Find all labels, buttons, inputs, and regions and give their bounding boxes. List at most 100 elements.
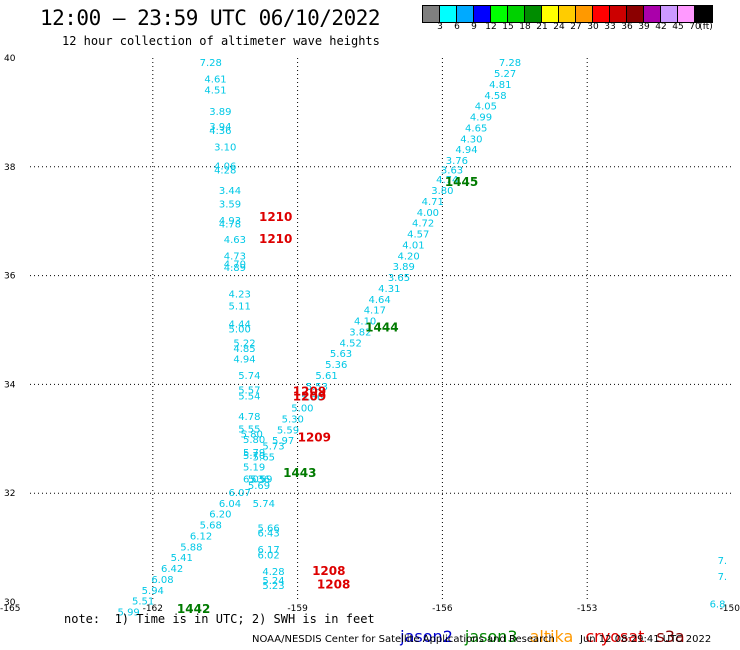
color-swatch bbox=[559, 6, 576, 22]
wave-height-value: 4.65 bbox=[465, 123, 487, 134]
color-scale-label: 70 bbox=[689, 22, 701, 32]
color-scale-label: 15 bbox=[502, 22, 514, 32]
wave-height-value: 5.61 bbox=[315, 371, 337, 382]
wave-height-value: 4.72 bbox=[412, 219, 434, 230]
wave-height-value: 5.11 bbox=[229, 301, 251, 312]
color-swatch bbox=[423, 6, 440, 22]
wave-height-value: 5.51 bbox=[132, 597, 154, 608]
color-scale-label: (ft) bbox=[699, 22, 713, 32]
wave-height-value: 5.55 bbox=[238, 424, 260, 435]
axis-tick-labels: 40 38 36 34 32 30-165 -162 -159 -156 -153 -150 bbox=[0, 54, 740, 614]
color-scale-label: 3 bbox=[437, 22, 443, 32]
wave-height-value: 5.41 bbox=[171, 553, 193, 564]
wave-height-value: 4.52 bbox=[340, 338, 362, 349]
wave-height-value: 5.30 bbox=[282, 414, 304, 425]
wave-height-value: 4.58 bbox=[484, 91, 506, 102]
wave-height-value: 4.36 bbox=[209, 126, 231, 137]
wave-height-value: 4.20 bbox=[397, 251, 419, 262]
pass-time-label: 1210 bbox=[259, 210, 292, 224]
wave-height-value: 4.00 bbox=[417, 208, 439, 219]
pass-time-label: 1443 bbox=[283, 466, 316, 480]
legend-cryosat: cryosat bbox=[585, 627, 645, 646]
wave-height-value: 4.28 bbox=[262, 567, 284, 578]
wave-height-value: 6.17 bbox=[258, 545, 280, 556]
wave-height-value: 5.36 bbox=[325, 360, 347, 371]
generated-timestamp: Jun 12 08:29:41 UTC 2022 bbox=[580, 634, 712, 645]
wave-height-value: 4.64 bbox=[369, 295, 391, 306]
satellite-legend: jason2 jason3 altika cryosat s3a bbox=[390, 608, 697, 646]
wave-height-value: 5.36 bbox=[301, 393, 323, 404]
wave-height-value: 7.28 bbox=[499, 58, 521, 69]
wave-height-value: 3.10 bbox=[214, 142, 236, 153]
wave-height-value: 5.57 bbox=[238, 386, 260, 397]
wave-height-value: 6.05 bbox=[243, 474, 265, 485]
wave-height-value: 6.08 bbox=[151, 575, 173, 586]
legend-jason3: jason3 bbox=[464, 627, 518, 646]
wave-height-value: 5.99 bbox=[118, 608, 140, 619]
pass-time-label: 1208 bbox=[317, 577, 350, 591]
color-swatch bbox=[542, 6, 559, 22]
color-scale-label: 45 bbox=[672, 22, 684, 32]
color-swatch bbox=[576, 6, 593, 22]
wave-height-value: 5.80 bbox=[241, 430, 263, 441]
wave-height-value: 5.59 bbox=[277, 425, 299, 436]
wave-height-value: 5.59 bbox=[250, 474, 272, 485]
color-scale-label: 24 bbox=[553, 22, 565, 32]
color-scale-label: 36 bbox=[621, 22, 633, 32]
wave-height-value: 6.42 bbox=[161, 564, 183, 575]
lon-tick-label: -156 bbox=[432, 604, 453, 614]
wave-height-value: 4.85 bbox=[233, 344, 255, 355]
wave-height-value: 6.43 bbox=[258, 529, 280, 540]
wave-height-value: 3.94 bbox=[209, 122, 231, 133]
wave-height-value: 5.69 bbox=[248, 481, 270, 492]
wave-height-value: 3.44 bbox=[219, 186, 241, 197]
wave-height-value: 3.80 bbox=[431, 186, 453, 197]
wave-height-value: 6.12 bbox=[190, 531, 212, 542]
wave-height-value: 4.73 bbox=[224, 251, 246, 262]
lon-tick-label: -165 bbox=[0, 604, 20, 614]
pass-time-label: 1209 bbox=[293, 390, 326, 404]
wave-height-value: 5.19 bbox=[243, 462, 265, 473]
wave-height-value: 5.66 bbox=[258, 523, 280, 534]
wave-height-value: 5.68 bbox=[200, 521, 222, 532]
wave-height-value: 3.89 bbox=[393, 262, 415, 273]
color-swatch bbox=[525, 6, 542, 22]
color-swatch bbox=[695, 6, 712, 22]
color-swatch bbox=[474, 6, 491, 22]
color-scale-label: 9 bbox=[471, 22, 477, 32]
pass-time-label: 1210 bbox=[259, 232, 292, 246]
wave-height-value: 3.63 bbox=[441, 165, 463, 176]
wave-height-value: 4.81 bbox=[489, 80, 511, 91]
wave-height-value: 5.74 bbox=[238, 371, 260, 382]
wave-height-value: 3.59 bbox=[219, 200, 241, 211]
pass-time-label: 1209 bbox=[298, 431, 331, 445]
wave-height-value: 4.61 bbox=[204, 74, 226, 85]
color-swatch bbox=[678, 6, 695, 22]
lon-tick-label: -153 bbox=[577, 604, 597, 614]
color-swatch bbox=[627, 6, 644, 22]
wave-height-value: 4.44 bbox=[229, 319, 251, 330]
pass-time-label: 1209 bbox=[293, 384, 326, 398]
color-scale-label: 27 bbox=[570, 22, 582, 32]
wave-height-value: 5.65 bbox=[253, 453, 275, 464]
color-scale-label: 42 bbox=[655, 22, 667, 32]
wave-height-value: 4.71 bbox=[422, 197, 444, 208]
color-scale-bar bbox=[422, 5, 713, 23]
color-swatch bbox=[508, 6, 525, 22]
wave-height-value: 7. bbox=[718, 572, 728, 583]
pass-time-label: 1442 bbox=[177, 602, 210, 616]
color-swatch bbox=[661, 6, 678, 22]
wave-height-value: 7. bbox=[718, 556, 728, 567]
color-scale-label: 12 bbox=[485, 22, 497, 32]
wave-height-value: 5.70 bbox=[243, 451, 265, 462]
wave-height-value: 5.24 bbox=[262, 576, 284, 587]
wave-height-value: 5.23 bbox=[262, 581, 284, 592]
color-swatch bbox=[491, 6, 508, 22]
wave-height-value: 5.74 bbox=[253, 499, 275, 510]
wave-height-value: 3.76 bbox=[446, 156, 468, 167]
wave-height-value: 3.82 bbox=[349, 327, 371, 338]
color-swatch bbox=[644, 6, 661, 22]
wave-height-value: 5.80 bbox=[243, 435, 265, 446]
lat-lon-grid bbox=[30, 58, 732, 602]
